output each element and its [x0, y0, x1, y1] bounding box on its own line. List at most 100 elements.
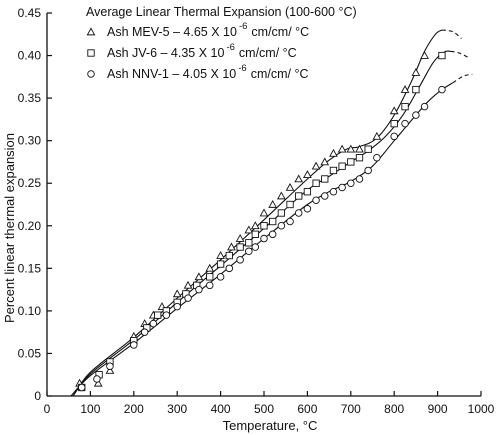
data-point-nnv1 — [286, 217, 294, 226]
data-point-nnv1 — [149, 319, 158, 328]
y-tick-label: 0.40 — [18, 49, 42, 63]
x-tick-label: 100 — [80, 402, 100, 416]
x-tick-label: 700 — [341, 402, 361, 416]
data-point-nnv1 — [329, 187, 338, 196]
data-point-nnv1 — [277, 222, 286, 230]
data-point-mev5 — [194, 272, 204, 281]
y-tick-label: 0.45 — [18, 6, 42, 20]
y-tick-label: 0 — [34, 389, 41, 403]
x-tick-label: 600 — [297, 402, 317, 416]
data-point-nnv1 — [420, 102, 429, 111]
x-tick-label: 400 — [211, 402, 231, 416]
data-point-mev5 — [346, 144, 356, 153]
legend-label-jv6: Ash JV-6 – 4.35 X 10 — [107, 46, 224, 60]
x-tick-label: 800 — [384, 402, 404, 416]
data-point-nnv1 — [338, 183, 346, 192]
legend-exponent-jv6: -6 — [226, 42, 234, 53]
data-point-mev5 — [389, 106, 399, 115]
data-point-mev5 — [420, 51, 429, 59]
data-point-mev5 — [216, 251, 225, 259]
data-point-nnv1 — [312, 196, 320, 204]
y-tick-label: 0.30 — [18, 134, 42, 148]
data-point-mev5 — [268, 199, 278, 208]
data-point-mev5 — [172, 289, 182, 298]
data-point-mev5 — [355, 144, 364, 153]
data-point-mev5 — [311, 161, 321, 170]
data-point-mev5 — [276, 191, 286, 200]
x-tick-label: 500 — [254, 402, 274, 416]
data-point-nnv1 — [205, 281, 214, 290]
curve-extension-mev5 — [441, 29, 462, 39]
data-point-nnv1 — [195, 285, 203, 294]
data-point-nnv1 — [251, 243, 260, 251]
data-point-jv6 — [245, 239, 253, 247]
data-point-nnv1 — [106, 362, 114, 370]
legend-unit-mev5: cm/cm/ °C — [251, 25, 309, 39]
data-point-nnv1 — [216, 273, 225, 281]
data-point-mev5 — [337, 144, 347, 153]
data-point-jv6 — [260, 222, 268, 230]
data-point-nnv1 — [268, 230, 277, 239]
data-point-nnv1 — [401, 119, 409, 128]
x-tick-label: 1000 — [468, 402, 495, 416]
data-point-nnv1 — [245, 247, 253, 256]
y-tick-label: 0.25 — [18, 176, 42, 190]
data-point-mev5 — [320, 157, 330, 166]
data-point-jv6 — [438, 51, 446, 60]
legend-exponent-nnv1: -6 — [238, 63, 246, 74]
data-point-nnv1 — [236, 256, 244, 264]
y-tick-label: 0.10 — [18, 304, 42, 318]
curve-extension-jv6 — [450, 50, 469, 58]
y-tick-label: 0.35 — [18, 91, 42, 105]
x-tick-label: 0 — [44, 402, 51, 416]
legend-title: Average Linear Thermal Expansion (100-60… — [86, 5, 357, 19]
data-point-nnv1 — [260, 234, 268, 243]
curve-mev5 — [72, 29, 443, 397]
data-point-jv6 — [321, 175, 329, 183]
data-point-jv6 — [286, 200, 294, 209]
y-tick-label: 0.05 — [18, 346, 42, 360]
data-point-nnv1 — [173, 302, 181, 311]
data-point-mev5 — [372, 131, 382, 140]
data-point-nnv1 — [347, 179, 355, 187]
data-point-mev5 — [285, 182, 295, 191]
data-point-mev5 — [93, 378, 103, 387]
data-point-jv6 — [338, 162, 346, 170]
data-point-jv6 — [251, 230, 259, 238]
data-point-mev5 — [105, 365, 115, 374]
data-point-mev5 — [259, 208, 269, 217]
data-point-mev5 — [329, 148, 338, 157]
data-point-nnv1 — [162, 311, 171, 319]
legend-marker-jv6 — [87, 49, 95, 57]
legend-unit-jv6: cm/cm/ °C — [239, 46, 297, 60]
data-point-nnv1 — [77, 383, 86, 392]
data-point-nnv1 — [93, 375, 101, 383]
curve-extension-nnv1 — [452, 73, 473, 84]
data-point-nnv1 — [355, 175, 364, 183]
data-point-jv6 — [295, 192, 303, 200]
data-point-nnv1 — [364, 166, 372, 175]
data-point-mev5 — [235, 234, 245, 242]
data-point-nnv1 — [412, 111, 420, 119]
data-point-mev5 — [411, 68, 421, 76]
data-point-jv6 — [312, 179, 320, 187]
data-point-mev5 — [294, 174, 304, 183]
data-point-mev5 — [205, 263, 215, 272]
data-points — [75, 51, 446, 392]
data-point-jv6 — [412, 85, 420, 94]
data-point-nnv1 — [294, 209, 303, 217]
y-tick-label: 0.20 — [18, 219, 42, 233]
data-point-jv6 — [236, 243, 244, 251]
data-point-jv6 — [364, 145, 372, 153]
data-point-jv6 — [390, 119, 398, 128]
data-point-nnv1 — [225, 264, 234, 273]
data-point-jv6 — [216, 260, 225, 268]
data-point-nnv1 — [184, 294, 192, 302]
data-point-jv6 — [329, 166, 338, 175]
data-point-nnv1 — [438, 85, 446, 94]
data-point-mev5 — [244, 225, 254, 234]
legend-marker-nnv1 — [87, 70, 95, 78]
legend: Average Linear Thermal Expansion (100-60… — [86, 5, 357, 81]
legend-label-nnv1: Ash NNV-1 – 4.05 X 10 — [107, 67, 236, 81]
axis-ticks: 0 100 200 300 400 500 600 700 800 900 1000 0 0.05 0.1… — [18, 6, 495, 416]
